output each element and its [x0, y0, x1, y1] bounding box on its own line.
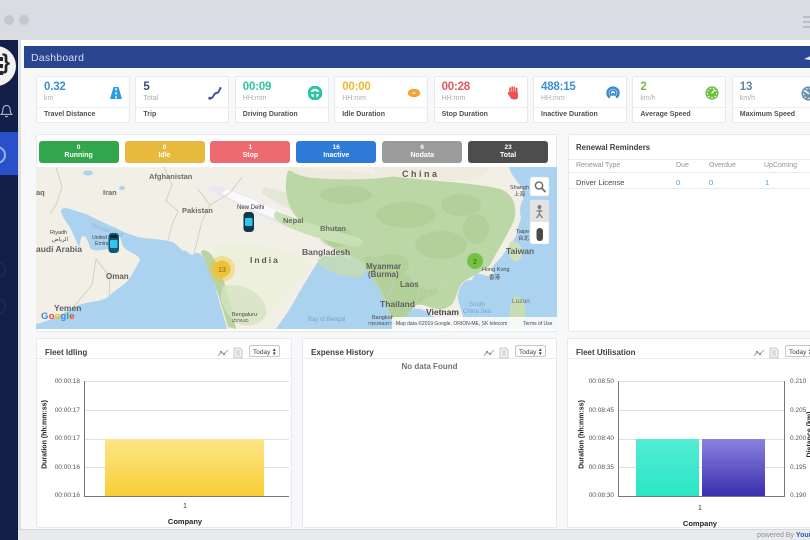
svg-text:Myanmar: Myanmar — [366, 262, 401, 271]
svg-text:台北: 台北 — [518, 234, 530, 242]
svg-text:l: l — [66, 311, 69, 322]
svg-text:2: 2 — [473, 259, 477, 266]
svg-text:Taiwan: Taiwan — [506, 246, 534, 256]
svg-text:Bhutan: Bhutan — [320, 224, 346, 233]
svg-text:United Arab: United Arab — [92, 235, 119, 241]
svg-text:กรุงเทพมหานคร: กรุงเทพมหานคร — [368, 321, 400, 327]
svg-text:Taipe: Taipe — [516, 229, 529, 235]
svg-text:G: G — [41, 311, 48, 322]
svg-text:China Sea: China Sea — [463, 309, 492, 315]
svg-text:Laos: Laos — [400, 280, 419, 289]
svg-text:Emirates: Emirates — [95, 241, 116, 247]
svg-text:aq: aq — [36, 188, 45, 197]
svg-text:Map data ©2019 Google, ORION-M: Map data ©2019 Google, ORION-ME, SK tele… — [396, 320, 507, 327]
svg-text:13: 13 — [218, 267, 226, 274]
svg-text:Oman: Oman — [106, 272, 129, 281]
svg-text:Bangladesh: Bangladesh — [302, 247, 350, 257]
svg-text:الرياض: الرياض — [52, 236, 69, 243]
svg-text:China: China — [402, 169, 440, 179]
svg-text:Bay of Bengal: Bay of Bengal — [308, 317, 345, 323]
svg-text:audi Arabia: audi Arabia — [36, 244, 82, 254]
svg-text:Bengaluru: Bengaluru — [232, 312, 257, 318]
svg-text:Bangkok: Bangkok — [372, 315, 394, 321]
svg-text:Pakistan: Pakistan — [182, 206, 213, 215]
svg-text:ಬೆಂಗಳೂರು: ಬೆಂಗಳೂರು — [232, 318, 249, 323]
svg-text:Afghanistan: Afghanistan — [149, 172, 193, 181]
svg-text:Luzon: Luzon — [512, 298, 530, 305]
svg-text:Shangh: Shangh — [510, 185, 529, 191]
svg-text:India: India — [250, 255, 280, 265]
svg-text:Thailand: Thailand — [380, 299, 415, 309]
svg-text:South: South — [469, 302, 485, 308]
svg-text:Riyadh: Riyadh — [50, 230, 67, 236]
svg-text:上海: 上海 — [514, 190, 526, 198]
svg-text:Terms of Use: Terms of Use — [523, 321, 553, 327]
svg-text:Yemen: Yemen — [54, 303, 81, 313]
svg-text:o: o — [55, 311, 61, 322]
svg-text:Iran: Iran — [103, 188, 117, 197]
svg-text:Vietnam: Vietnam — [426, 307, 459, 317]
svg-text:e: e — [69, 311, 74, 322]
svg-text:(Burma): (Burma) — [368, 270, 399, 279]
svg-text:g: g — [61, 311, 67, 322]
svg-text:香港: 香港 — [489, 273, 501, 281]
svg-text:o: o — [49, 311, 55, 322]
svg-text:Nepal: Nepal — [283, 216, 303, 225]
svg-text:Hong Kong: Hong Kong — [482, 267, 510, 273]
svg-text:New Delhi: New Delhi — [237, 205, 264, 211]
